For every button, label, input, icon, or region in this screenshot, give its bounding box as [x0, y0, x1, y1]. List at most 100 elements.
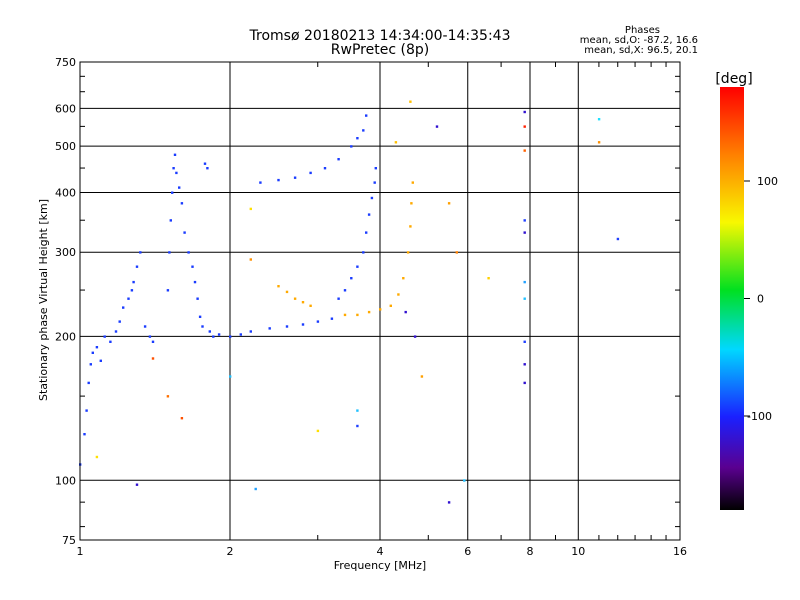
data-point: [114, 330, 118, 333]
colorbar-label: [deg]: [715, 71, 752, 87]
data-point: [268, 327, 271, 330]
data-point: [379, 308, 382, 311]
data-point: [365, 114, 368, 117]
data-point: [249, 258, 252, 261]
data-point: [523, 149, 526, 152]
y-tick-label: 750: [55, 56, 76, 69]
data-point: [109, 340, 112, 343]
y-tick-label: 400: [55, 186, 76, 199]
data-point: [83, 433, 86, 436]
data-point: [356, 313, 359, 317]
colorbar-tick-label: -100: [747, 410, 772, 423]
data-point: [171, 191, 174, 194]
data-point: [362, 129, 365, 132]
data-point: [187, 251, 190, 254]
data-point: [285, 325, 289, 328]
data-point: [337, 158, 340, 161]
data-point: [523, 219, 526, 222]
data-point: [374, 167, 377, 170]
data-point: [122, 306, 125, 309]
data-point: [616, 237, 620, 241]
y-tick-label: 75: [62, 534, 76, 547]
data-point: [389, 304, 392, 307]
data-point: [523, 297, 526, 300]
data-point: [350, 277, 353, 280]
data-point: [523, 381, 526, 385]
x-tick-label: 8: [527, 545, 534, 558]
data-point: [523, 340, 526, 343]
data-point: [173, 153, 177, 156]
legend-title: Phases: [625, 25, 660, 36]
data-point: [166, 289, 170, 292]
data-point: [316, 320, 320, 323]
data-point: [447, 202, 451, 205]
data-point: [91, 351, 94, 354]
colorbar-tick-label: 0: [757, 293, 764, 306]
data-point: [301, 323, 305, 326]
data-point: [135, 265, 139, 268]
data-point: [597, 118, 601, 121]
data-points: [79, 100, 620, 504]
data-point: [193, 280, 197, 284]
data-point: [229, 335, 232, 338]
plot-frame: [79, 61, 681, 541]
data-point: [172, 167, 175, 170]
data-point: [350, 145, 353, 148]
data-point: [148, 335, 152, 338]
chart-subtitle: RwPretec (8p): [331, 42, 429, 58]
data-point: [409, 100, 412, 103]
data-point: [293, 297, 297, 300]
data-point: [435, 125, 439, 128]
data-point: [523, 110, 526, 114]
data-point: [217, 333, 221, 336]
x-axis-label: Frequency [MHz]: [334, 559, 426, 572]
data-point: [394, 141, 398, 144]
data-point: [365, 231, 368, 234]
data-point: [410, 202, 413, 205]
data-point: [180, 417, 184, 420]
data-point: [151, 340, 155, 343]
data-point: [356, 424, 359, 428]
data-point: [343, 289, 347, 292]
legend-o-stats: mean, sd,O: -87.2, 16.6: [580, 35, 698, 46]
data-point: [367, 310, 371, 314]
data-point: [139, 251, 142, 254]
data-point: [180, 202, 184, 205]
y-tick-label: 600: [55, 102, 76, 115]
data-point: [178, 186, 181, 189]
data-point: [198, 315, 202, 318]
data-point: [356, 265, 359, 268]
data-point: [249, 330, 252, 333]
data-point: [523, 363, 526, 366]
data-point: [463, 479, 466, 482]
data-point: [201, 325, 204, 328]
data-point: [135, 483, 139, 486]
data-point: [413, 335, 417, 338]
data-point: [362, 251, 365, 254]
colorbar-tick-label: 100: [757, 175, 778, 188]
data-point: [212, 335, 215, 338]
data-point: [597, 141, 601, 144]
grid-lines: [80, 62, 680, 540]
data-point: [168, 251, 171, 254]
data-point: [397, 293, 400, 296]
data-point: [337, 297, 340, 300]
data-point: [183, 231, 186, 234]
data-point: [103, 335, 106, 338]
x-tick-label: 2: [227, 545, 234, 558]
data-point: [447, 501, 451, 504]
data-point: [356, 409, 359, 412]
data-point: [127, 297, 130, 300]
data-point: [367, 213, 371, 216]
data-point: [191, 265, 194, 268]
x-tick-label: 1: [77, 545, 84, 558]
data-point: [370, 196, 374, 200]
data-point: [487, 277, 490, 280]
data-point: [309, 171, 312, 175]
data-point: [169, 219, 172, 222]
data-point: [132, 280, 135, 284]
data-point: [323, 167, 327, 170]
data-point: [406, 251, 410, 254]
data-point: [259, 181, 262, 184]
data-point: [151, 357, 155, 360]
